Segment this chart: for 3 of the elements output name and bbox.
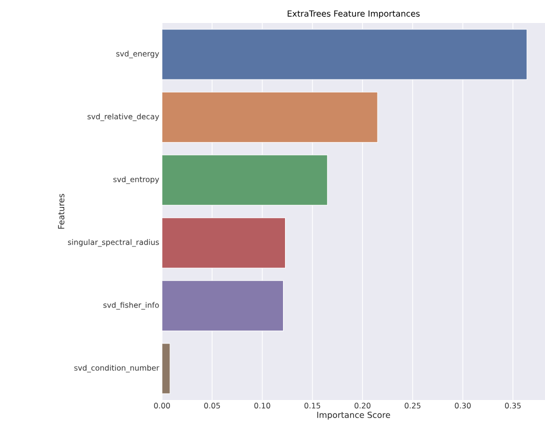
- chart-title: ExtraTrees Feature Importances: [288, 10, 420, 18]
- y-axis-title: Features: [58, 194, 64, 229]
- x-axis-title: Importance Score: [317, 412, 390, 420]
